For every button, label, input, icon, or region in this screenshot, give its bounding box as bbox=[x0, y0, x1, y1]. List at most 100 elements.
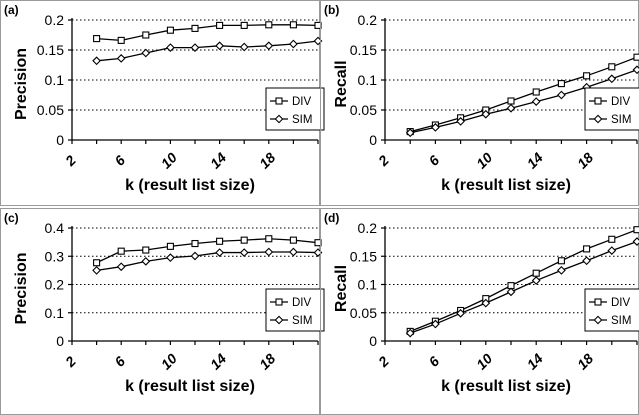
x-tick-label: 18 bbox=[256, 350, 278, 372]
data-point-sim bbox=[239, 248, 249, 257]
data-point-div bbox=[507, 97, 515, 105]
data-point-div bbox=[608, 235, 616, 243]
y-tick-label: 0.3 bbox=[45, 248, 65, 264]
data-point-sim bbox=[190, 251, 200, 261]
x-tick-label: 2 bbox=[374, 152, 392, 170]
data-point-div bbox=[265, 21, 273, 29]
data-point-sim bbox=[166, 43, 175, 52]
x-tick-label: 6 bbox=[425, 353, 442, 370]
data-point-div bbox=[93, 35, 101, 43]
data-point-sim bbox=[405, 328, 415, 338]
legend-box bbox=[265, 87, 325, 131]
chart-panel-c: (c) 0 0.1 0.2 0.3 0.4 2 6 10 14 18k (result list s… bbox=[0, 208, 325, 415]
data-point-div bbox=[240, 236, 248, 244]
y-tick-label: 0.2 bbox=[358, 12, 378, 28]
y-tick-label: 0.05 bbox=[350, 102, 377, 118]
legend: DIV SIM bbox=[265, 87, 325, 131]
x-tick-label: 2 bbox=[61, 353, 79, 371]
y-tick-label: 0.1 bbox=[45, 305, 65, 321]
data-point-div bbox=[216, 237, 224, 245]
x-tick-label: 6 bbox=[111, 353, 128, 370]
data-point-sim bbox=[264, 41, 274, 51]
legend-marker-sim bbox=[593, 315, 603, 325]
data-point-sim bbox=[557, 265, 566, 275]
data-point-div bbox=[93, 259, 101, 267]
chart-panel-b: (b) 0 0.05 0.1 0.15 0.2 2 6 10 14 18k (result list… bbox=[320, 0, 639, 206]
x-tick-label: 18 bbox=[574, 350, 596, 372]
legend: DIV SIM bbox=[584, 288, 639, 332]
data-point-div bbox=[557, 257, 565, 265]
x-tick-label: 14 bbox=[523, 149, 545, 171]
y-tick-label: 0 bbox=[369, 333, 377, 349]
data-point-sim bbox=[141, 48, 151, 58]
x-tick-label: 18 bbox=[574, 149, 596, 171]
y-tick-label: 0.2 bbox=[45, 277, 65, 293]
data-point-div bbox=[633, 226, 639, 234]
data-point-sim bbox=[481, 109, 491, 119]
chart-panel-a: (a) 0 0.05 0.1 0.15 0.2 2 6 10 14 18k (result list… bbox=[0, 0, 325, 206]
series-line-div bbox=[96, 24, 319, 42]
x-axis-title: k (result list size) bbox=[441, 177, 571, 194]
data-point-div bbox=[608, 63, 616, 71]
y-axis-title: Precision bbox=[13, 48, 30, 120]
x-axis-title: k (result list size) bbox=[125, 177, 255, 194]
x-axis-title: k (result list size) bbox=[125, 378, 255, 395]
data-point-sim bbox=[431, 123, 440, 132]
legend: DIV SIM bbox=[265, 288, 325, 332]
data-point-div bbox=[117, 247, 125, 255]
data-point-div bbox=[289, 236, 297, 244]
data-point-sim bbox=[166, 253, 175, 263]
y-tick-label: 0.05 bbox=[37, 102, 64, 118]
panel-label: (a) bbox=[4, 3, 19, 17]
chart-panel-d: (d) 0 0.05 0.1 0.15 0.2 2 6 10 14 18k (result list… bbox=[320, 208, 639, 415]
data-point-div bbox=[265, 235, 273, 243]
data-point-div bbox=[557, 80, 565, 88]
legend-label-div: DIV bbox=[292, 297, 312, 309]
data-point-div bbox=[633, 53, 639, 61]
y-tick-label: 0.2 bbox=[45, 12, 65, 28]
y-tick-label: 0.15 bbox=[350, 248, 377, 264]
data-point-sim bbox=[289, 39, 298, 49]
data-point-sim bbox=[557, 90, 566, 100]
data-point-sim bbox=[607, 74, 617, 84]
x-tick-label: 10 bbox=[473, 350, 495, 372]
data-point-sim bbox=[506, 103, 516, 113]
data-point-div bbox=[583, 72, 591, 80]
data-point-sim bbox=[141, 256, 151, 266]
y-axis-title: Recall bbox=[333, 265, 350, 312]
data-point-sim bbox=[531, 97, 541, 106]
y-tick-label: 0 bbox=[56, 333, 64, 349]
y-tick-label: 0.1 bbox=[358, 72, 378, 88]
data-point-sim bbox=[92, 265, 101, 275]
legend-label-div: DIV bbox=[611, 96, 631, 108]
series-line-sim bbox=[96, 251, 319, 272]
data-point-sim bbox=[632, 237, 639, 246]
data-point-sim bbox=[531, 276, 541, 285]
data-point-sim bbox=[92, 56, 101, 66]
y-tick-label: 0 bbox=[369, 132, 377, 148]
data-point-sim bbox=[607, 246, 617, 255]
y-tick-label: 0.1 bbox=[358, 277, 378, 293]
y-tick-label: 0.05 bbox=[350, 305, 377, 321]
y-axis-title: Precision bbox=[13, 252, 30, 324]
legend-label-sim: SIM bbox=[611, 114, 631, 126]
data-point-sim bbox=[116, 54, 126, 63]
x-tick-label: 10 bbox=[473, 149, 495, 171]
series-line-sim bbox=[409, 240, 638, 334]
x-tick-label: 14 bbox=[523, 350, 545, 372]
x-tick-label: 18 bbox=[256, 149, 278, 171]
legend-label-sim: SIM bbox=[292, 114, 312, 126]
legend-label-div: DIV bbox=[292, 96, 312, 108]
x-tick-label: 14 bbox=[207, 149, 229, 171]
data-point-sim bbox=[582, 256, 591, 266]
data-point-sim bbox=[215, 41, 224, 51]
x-tick-label: 2 bbox=[374, 353, 392, 371]
legend-marker-sim bbox=[274, 315, 284, 325]
data-point-div bbox=[142, 246, 150, 254]
data-point-div bbox=[216, 21, 224, 29]
panel-label: (c) bbox=[4, 211, 19, 225]
data-point-div bbox=[117, 36, 125, 44]
data-point-sim bbox=[431, 319, 440, 329]
panel-label: (b) bbox=[324, 3, 339, 17]
